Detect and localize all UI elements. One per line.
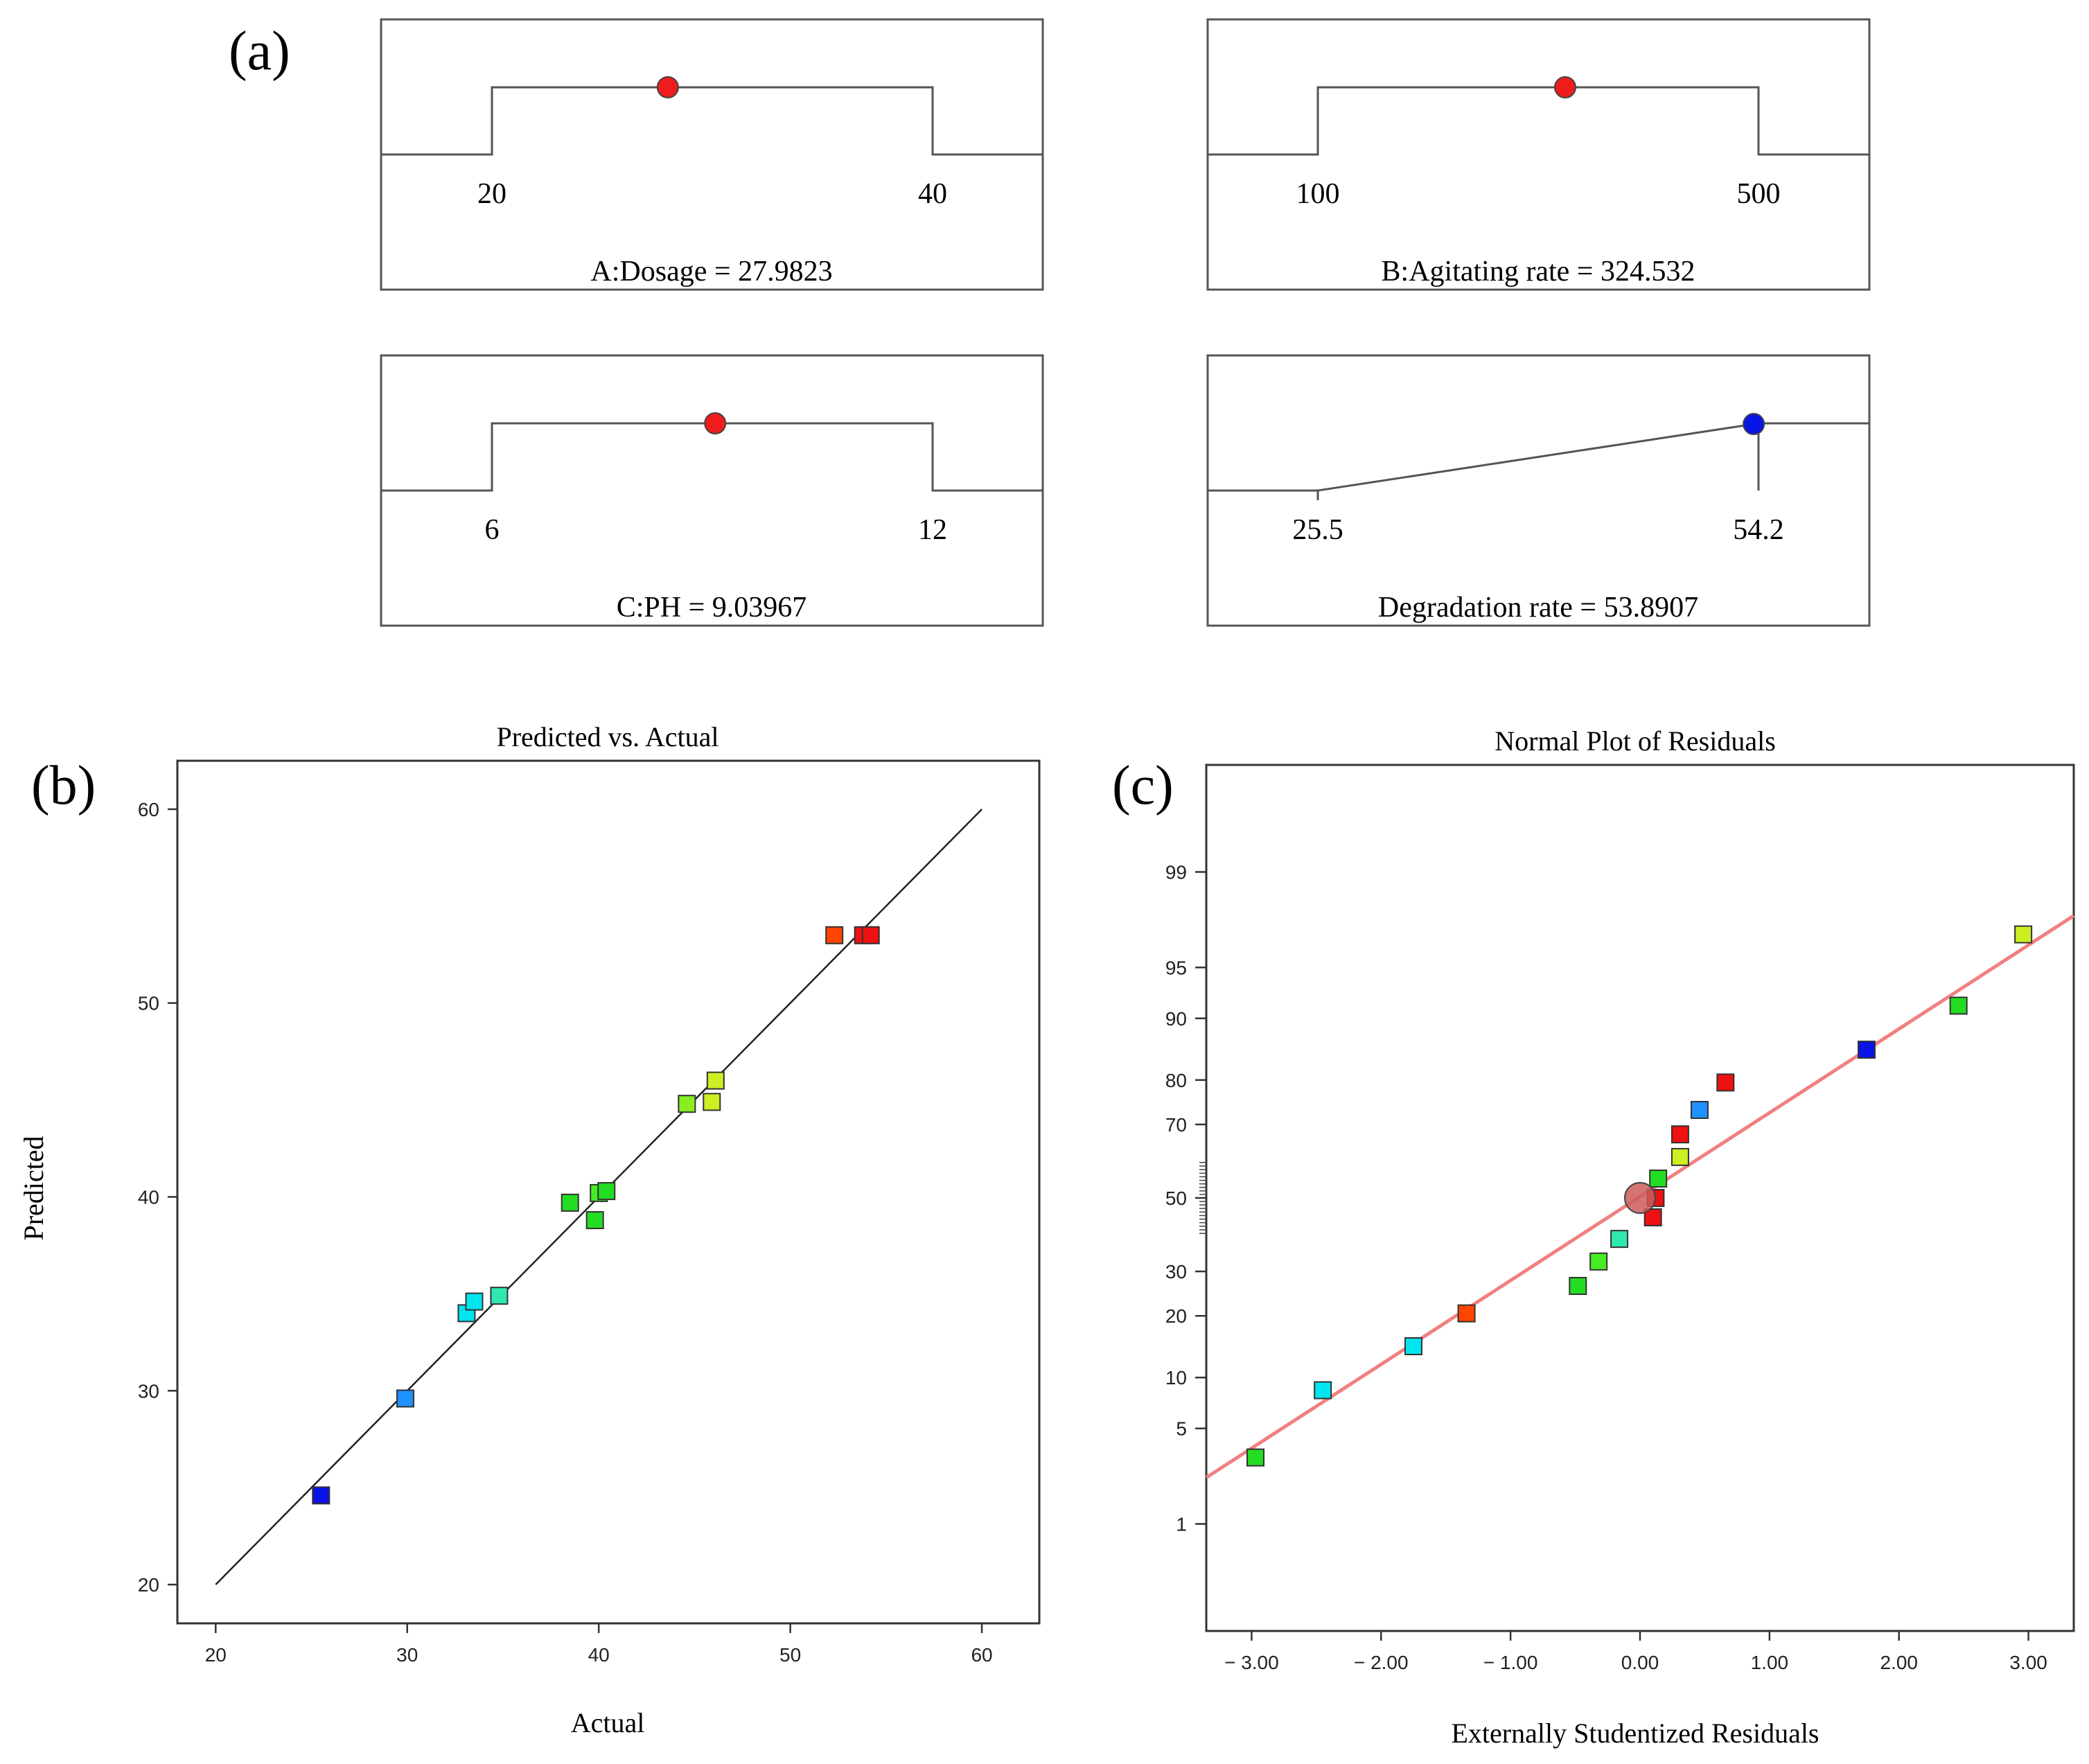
data-point xyxy=(1716,1073,1735,1092)
ramp-setting-label: Degradation rate = 53.8907 xyxy=(1378,592,1698,624)
chart-b-title: Predicted vs. Actual xyxy=(496,721,719,752)
x-tick-label: 50 xyxy=(779,1644,801,1666)
ramp-agitating-rate: 100 500 B:Agitating rate = 324.532 xyxy=(1206,18,1871,291)
chart-c-axis-ticks: − 3.00 − 2.00 − 1.00 0.00 1.00 2.00 3.00 1 5 10 20… xyxy=(1165,861,2047,1673)
ramp-high-label: 12 xyxy=(918,514,947,546)
panel-c: (c) Normal Plot of Residuals − 3.00 − 2.0… xyxy=(1112,725,2075,1749)
panel-label-a: (a) xyxy=(229,21,290,82)
data-point xyxy=(396,1389,414,1408)
y-tick-label: 95 xyxy=(1165,957,1187,978)
chart-c-title: Normal Plot of Residuals xyxy=(1495,725,1776,757)
ramp-marker-agitating-rate xyxy=(1554,76,1577,98)
data-point xyxy=(561,1193,579,1212)
ramp-setting-label: B:Agitating rate = 324.532 xyxy=(1382,256,1695,288)
y-tick-label: 80 xyxy=(1165,1070,1187,1091)
x-tick-label: − 3.00 xyxy=(1224,1652,1279,1673)
data-point xyxy=(1949,996,1968,1015)
ramp-marker-dosage xyxy=(656,76,679,98)
y-tick-label: 20 xyxy=(138,1574,159,1596)
ramp-low-label: 25.5 xyxy=(1292,514,1343,546)
data-point xyxy=(1649,1170,1668,1188)
y-tick-label: 60 xyxy=(138,799,159,820)
x-tick-label: 20 xyxy=(205,1644,227,1666)
panel-label-b: (b) xyxy=(31,755,96,816)
ramp-low-label: 100 xyxy=(1296,178,1340,210)
y-tick-label: 1 xyxy=(1176,1514,1187,1535)
chart-b-points xyxy=(312,926,880,1505)
x-tick-label: 30 xyxy=(396,1644,418,1666)
x-tick-label: − 1.00 xyxy=(1483,1652,1538,1673)
ramp-setting-label: A:Dosage = 27.9823 xyxy=(590,256,832,288)
data-point xyxy=(703,1093,721,1111)
chart-c-points xyxy=(1246,925,2033,1467)
x-tick-label: 40 xyxy=(588,1644,610,1666)
x-tick-label: 3.00 xyxy=(2009,1652,2047,1673)
panel-b: (b) Predicted vs. Actual 20 30 40 50 60 20 30 4… xyxy=(18,721,1041,1738)
data-point xyxy=(585,1211,604,1230)
data-point xyxy=(2014,925,2033,944)
x-tick-label: 2.00 xyxy=(1880,1652,1918,1673)
ramp-ph: 6 12 C:PH = 9.03967 xyxy=(380,354,1044,627)
chart-b-axis-ticks: 20 30 40 50 60 20 30 40 50 60 xyxy=(138,799,993,1666)
chart-c-x-label: Externally Studentized Residuals xyxy=(1452,1718,1819,1749)
ramp-dosage: 20 40 A:Dosage = 27.9823 xyxy=(380,18,1044,291)
data-point xyxy=(1671,1125,1689,1144)
ramp-curve xyxy=(1208,422,1869,492)
data-point xyxy=(312,1486,330,1505)
chart-b-plot-frame xyxy=(176,759,1041,1625)
ramp-setting-label: C:PH = 9.03967 xyxy=(617,592,807,624)
data-point xyxy=(706,1071,725,1090)
data-point xyxy=(678,1095,696,1113)
data-point xyxy=(1246,1448,1265,1467)
chart-b-y-label: Predicted xyxy=(18,1136,49,1240)
ramp-marker-degradation-rate xyxy=(1743,413,1765,436)
y-tick-label: 50 xyxy=(138,993,159,1014)
data-point xyxy=(1671,1147,1689,1166)
data-point xyxy=(825,926,844,944)
y-tick-label: 90 xyxy=(1165,1008,1187,1030)
data-point xyxy=(1569,1277,1587,1296)
y-tick-label: 30 xyxy=(1165,1261,1187,1282)
ramp-curve xyxy=(1208,86,1869,156)
panel-a: (a) 20 40 A:Dosage = 27.9823 100 500 B:A… xyxy=(229,18,1871,627)
ramp-high-label: 500 xyxy=(1737,178,1781,210)
data-point xyxy=(597,1182,616,1201)
y-tick-label: 30 xyxy=(138,1380,159,1402)
data-point xyxy=(465,1292,484,1311)
y-tick-label: 50 xyxy=(1165,1188,1187,1209)
data-point xyxy=(1314,1381,1332,1400)
chart-b-x-label: Actual xyxy=(571,1707,645,1738)
data-point xyxy=(1589,1252,1608,1271)
panel-label-c: (c) xyxy=(1112,755,1174,816)
ramp-degradation-rate: 25.5 54.2 Degradation rate = 53.8907 xyxy=(1206,354,1871,627)
x-tick-label: 1.00 xyxy=(1751,1652,1789,1673)
data-point xyxy=(490,1287,509,1305)
y-tick-label: 20 xyxy=(1165,1305,1187,1327)
y-tick-label: 70 xyxy=(1165,1114,1187,1136)
data-point xyxy=(1404,1337,1422,1356)
data-point xyxy=(1858,1040,1876,1059)
y-tick-label: 10 xyxy=(1165,1367,1187,1388)
x-tick-label: 0.00 xyxy=(1621,1652,1659,1673)
x-tick-label: 60 xyxy=(971,1644,992,1666)
data-point xyxy=(1690,1100,1709,1119)
ramp-high-label: 54.2 xyxy=(1733,514,1784,546)
y-tick-label: 40 xyxy=(138,1186,159,1208)
y-tick-label: 5 xyxy=(1176,1418,1187,1440)
y-tick-label: 99 xyxy=(1165,861,1187,883)
ramp-curve xyxy=(381,86,1043,156)
ramp-high-label: 40 xyxy=(918,178,947,210)
x-tick-label: − 2.00 xyxy=(1354,1652,1409,1673)
data-point xyxy=(861,926,880,944)
ramp-marker-ph xyxy=(704,412,727,434)
ramp-low-label: 20 xyxy=(477,178,506,210)
ramp-low-label: 6 xyxy=(485,514,500,546)
data-point xyxy=(1610,1230,1629,1249)
chart-c-center-point xyxy=(1624,1182,1656,1214)
data-point xyxy=(1457,1304,1476,1323)
